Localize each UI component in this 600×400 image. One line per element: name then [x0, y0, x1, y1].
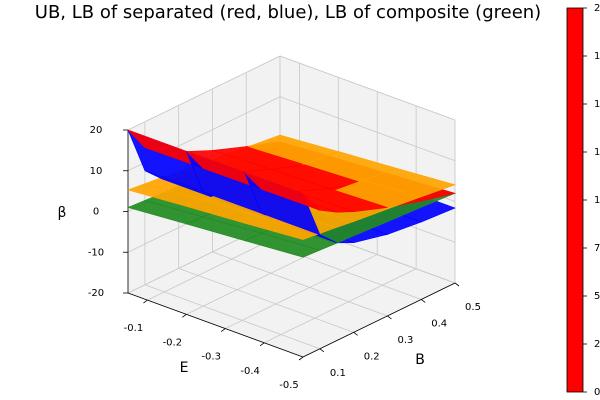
z-tick-label: -20 — [88, 288, 104, 299]
grid-line — [127, 55, 281, 131]
colorbar-tick-label: 175 — [594, 51, 600, 62]
colorbar — [566, 7, 584, 393]
grid-line — [225, 254, 378, 329]
x-tick-label: -0.5 — [279, 380, 299, 391]
x-tick-label: -0.2 — [163, 337, 183, 348]
grid-line — [279, 55, 456, 121]
tick-mark — [220, 328, 226, 332]
grid-line — [212, 251, 388, 317]
y-tick-label: 0.5 — [465, 302, 481, 313]
z-tick-label: -10 — [88, 247, 104, 258]
tick-mark — [298, 356, 304, 361]
z-tick-label: 10 — [90, 166, 103, 177]
surface-patch — [243, 216, 321, 240]
z-tick-label: 20 — [90, 125, 103, 136]
x-axis-label: E — [180, 360, 189, 376]
tick-mark — [387, 315, 392, 320]
tick-mark — [454, 282, 460, 287]
z-tick-label: 0 — [93, 207, 99, 218]
x-tick-label: -0.1 — [124, 323, 144, 334]
y-tick-label: 0.2 — [364, 351, 380, 362]
tick-mark — [353, 332, 358, 336]
colorbar-tick-label: 200 — [594, 3, 600, 14]
grid-line — [144, 284, 321, 350]
tick-mark — [182, 314, 187, 318]
tick-mark — [319, 348, 325, 353]
x-tick-label: -0.3 — [201, 352, 221, 363]
colorbar-tick-label: 100 — [594, 195, 600, 206]
axis-line — [302, 282, 456, 358]
colorbar-tick-label: 75 — [594, 243, 600, 254]
tick-mark — [259, 342, 265, 347]
y-tick-label: 0.3 — [397, 335, 413, 346]
grid-line — [178, 267, 354, 333]
grid-line — [279, 96, 456, 162]
chart-title: UB, LB of separated (red, blue), LB of c… — [35, 2, 541, 23]
x-tick-label: -0.4 — [240, 366, 260, 377]
grid-line — [263, 268, 417, 344]
colorbar-tick-label: 150 — [594, 99, 600, 110]
colorbar-tick-label: 25 — [594, 339, 600, 350]
y-tick-label: 0.4 — [431, 318, 447, 329]
colorbar-tick-label: 0 — [594, 387, 600, 398]
tick-mark — [420, 299, 426, 303]
surface-patch — [243, 232, 321, 258]
z-axis-label: β — [58, 205, 67, 221]
colorbar-tick-label: 125 — [594, 147, 600, 158]
axis-line — [127, 292, 304, 358]
y-tick-label: 0.1 — [330, 368, 346, 379]
tick-mark — [143, 299, 148, 304]
colorbar-tick-label: 50 — [594, 291, 600, 302]
y-axis-label: B — [415, 352, 425, 368]
surface-patch — [244, 172, 321, 211]
